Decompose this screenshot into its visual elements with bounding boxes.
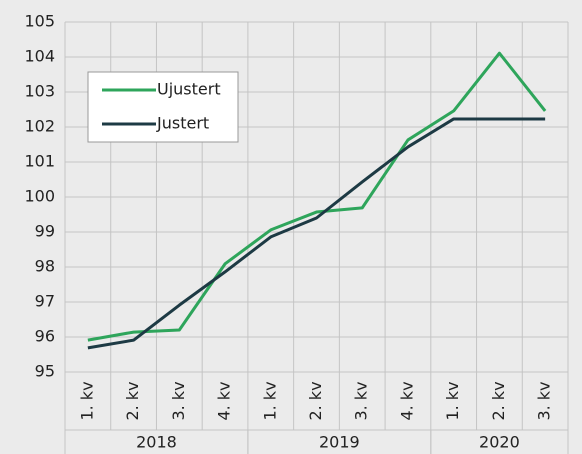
group-label: 2019 [319, 433, 360, 452]
y-tick-label: 101 [24, 152, 55, 171]
legend-label: Justert [156, 114, 209, 133]
series-line [87, 51, 547, 342]
y-tick-label: 105 [24, 12, 55, 31]
x-tick-label: 3. kv [535, 381, 554, 420]
x-tick-label: 2. kv [123, 381, 142, 420]
y-tick-label: 104 [24, 47, 55, 66]
y-tick-label: 103 [24, 82, 55, 101]
group-label: 2020 [479, 433, 520, 452]
legend-box [87, 71, 239, 143]
x-tick-label: 1. kv [443, 381, 462, 420]
y-tick-label: 98 [35, 257, 55, 276]
y-tick-label: 99 [35, 222, 55, 241]
y-tick-label: 100 [24, 187, 55, 206]
x-tick-label: 2. kv [489, 381, 508, 420]
y-tick-label: 96 [35, 327, 55, 346]
y-tick-label: 97 [35, 292, 55, 311]
x-tick-label: 1. kv [77, 381, 96, 420]
x-tick-label: 4. kv [397, 381, 416, 420]
group-label: 2018 [136, 433, 177, 452]
x-tick-label: 1. kv [260, 381, 279, 420]
x-tick-label: 3. kv [169, 381, 188, 420]
series-line [87, 117, 546, 350]
x-tick-label: 2. kv [306, 381, 325, 420]
x-tick-label: 3. kv [352, 381, 371, 420]
x-tick-label: 4. kv [215, 381, 234, 420]
y-tick-label: 95 [35, 362, 55, 381]
legend-label: Ujustert [157, 80, 221, 99]
y-tick-label: 102 [24, 117, 55, 136]
